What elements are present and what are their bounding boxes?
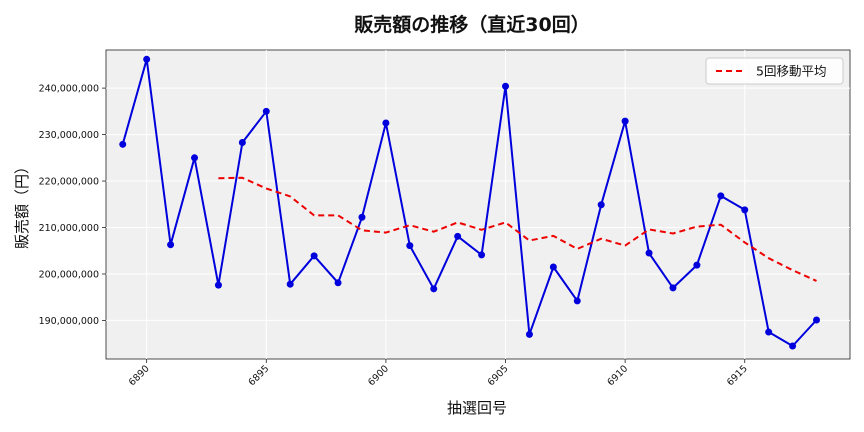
- data-point-sales: [597, 201, 605, 209]
- data-point-sales: [693, 261, 701, 269]
- data-point-sales: [382, 119, 390, 127]
- data-point-sales: [478, 251, 486, 259]
- data-point-sales: [406, 242, 414, 250]
- y-tick-label: 220,000,000: [39, 177, 99, 188]
- data-point-sales: [669, 284, 677, 292]
- y-tick-label: 240,000,000: [39, 84, 99, 95]
- y-tick-label: 190,000,000: [39, 316, 99, 327]
- chart-title: 販売額の推移（直近30回）: [354, 13, 589, 36]
- gridlines: [106, 50, 850, 359]
- data-point-sales: [645, 249, 653, 257]
- data-point-sales: [167, 241, 175, 249]
- series-layer: [119, 55, 821, 350]
- data-point-sales: [813, 316, 821, 324]
- data-point-sales: [286, 280, 294, 288]
- data-point-sales: [741, 206, 749, 214]
- data-point-sales: [765, 328, 773, 336]
- data-point-sales: [454, 232, 462, 240]
- x-axis-label: 抽選回号: [447, 399, 507, 417]
- data-point-sales: [143, 55, 151, 63]
- legend-box: [705, 57, 844, 85]
- data-point-sales: [358, 213, 366, 221]
- data-point-sales: [238, 138, 246, 146]
- data-point-sales: [621, 117, 629, 125]
- data-point-sales: [119, 140, 127, 148]
- data-point-sales: [262, 107, 270, 115]
- data-point-sales: [717, 192, 725, 200]
- data-point-sales: [549, 263, 557, 271]
- data-point-sales: [430, 285, 438, 293]
- y-axis-ticks: 190,000,000 200,000,000 210,000,000 220,000…: [39, 84, 106, 327]
- data-point-sales: [334, 279, 342, 287]
- y-tick-label: 210,000,000: [39, 223, 99, 234]
- data-point-sales: [789, 342, 797, 350]
- data-point-sales: [191, 154, 199, 162]
- series-line-ma5: [218, 176, 817, 282]
- y-axis-label: 販売額（円）: [13, 159, 31, 249]
- plot-area: [105, 49, 851, 360]
- data-point-sales: [573, 297, 581, 305]
- data-point-sales: [502, 82, 510, 90]
- legend: 5回移動平均: [705, 57, 844, 85]
- y-tick-label: 200,000,000: [39, 269, 99, 280]
- data-point-sales: [310, 252, 318, 260]
- series-line-sales: [121, 58, 818, 347]
- data-point-sales: [214, 281, 222, 289]
- legend-label-ma5: 5回移動平均: [756, 64, 826, 79]
- data-point-sales: [525, 330, 533, 338]
- y-tick-label: 230,000,000: [39, 130, 99, 141]
